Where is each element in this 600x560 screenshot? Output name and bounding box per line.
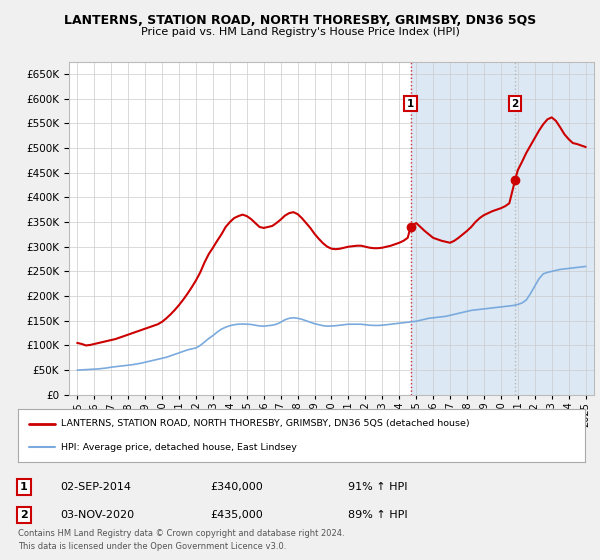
Text: 89% ↑ HPI: 89% ↑ HPI xyxy=(348,510,407,520)
Text: HPI: Average price, detached house, East Lindsey: HPI: Average price, detached house, East… xyxy=(61,442,296,451)
Text: 02-SEP-2014: 02-SEP-2014 xyxy=(60,482,131,492)
Text: £435,000: £435,000 xyxy=(210,510,263,520)
Text: 2: 2 xyxy=(511,99,519,109)
Text: 1: 1 xyxy=(407,99,414,109)
Text: Price paid vs. HM Land Registry's House Price Index (HPI): Price paid vs. HM Land Registry's House … xyxy=(140,27,460,37)
Bar xyxy=(410,62,594,395)
Text: £340,000: £340,000 xyxy=(210,482,263,492)
Text: 1: 1 xyxy=(20,482,28,492)
Text: This data is licensed under the Open Government Licence v3.0.: This data is licensed under the Open Gov… xyxy=(18,542,286,551)
Text: 03-NOV-2020: 03-NOV-2020 xyxy=(60,510,134,520)
Text: LANTERNS, STATION ROAD, NORTH THORESBY, GRIMSBY, DN36 5QS: LANTERNS, STATION ROAD, NORTH THORESBY, … xyxy=(64,14,536,27)
Text: LANTERNS, STATION ROAD, NORTH THORESBY, GRIMSBY, DN36 5QS (detached house): LANTERNS, STATION ROAD, NORTH THORESBY, … xyxy=(61,419,469,428)
Text: 91% ↑ HPI: 91% ↑ HPI xyxy=(348,482,407,492)
Text: 2: 2 xyxy=(20,510,28,520)
Text: Contains HM Land Registry data © Crown copyright and database right 2024.: Contains HM Land Registry data © Crown c… xyxy=(18,529,344,538)
